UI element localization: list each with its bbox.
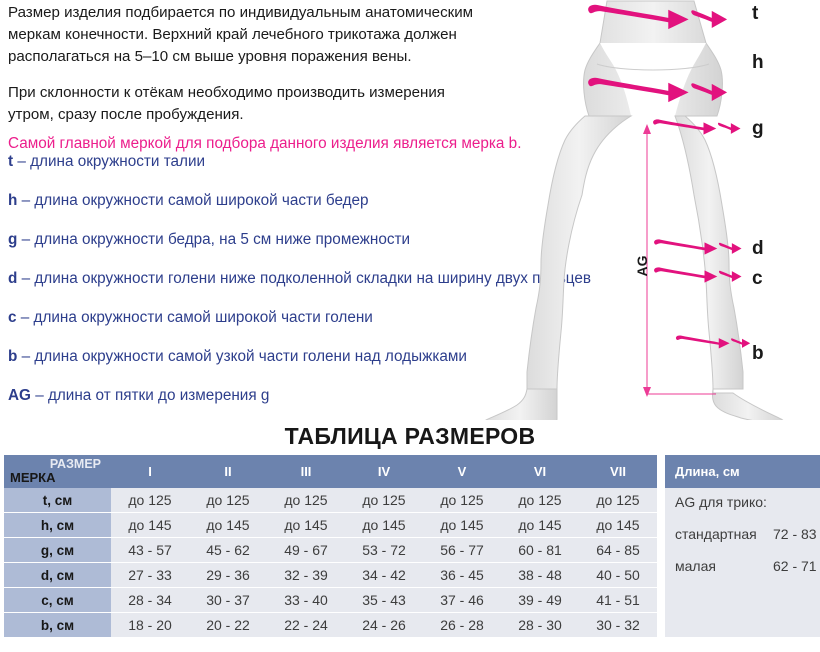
svg-text:AG: AG — [634, 255, 650, 276]
svg-text:d: d — [752, 238, 764, 259]
svg-text:b: b — [752, 343, 764, 364]
svg-text:t: t — [752, 3, 759, 24]
svg-text:c: c — [752, 268, 763, 289]
svg-text:h: h — [752, 52, 764, 73]
svg-text:g: g — [752, 118, 764, 139]
